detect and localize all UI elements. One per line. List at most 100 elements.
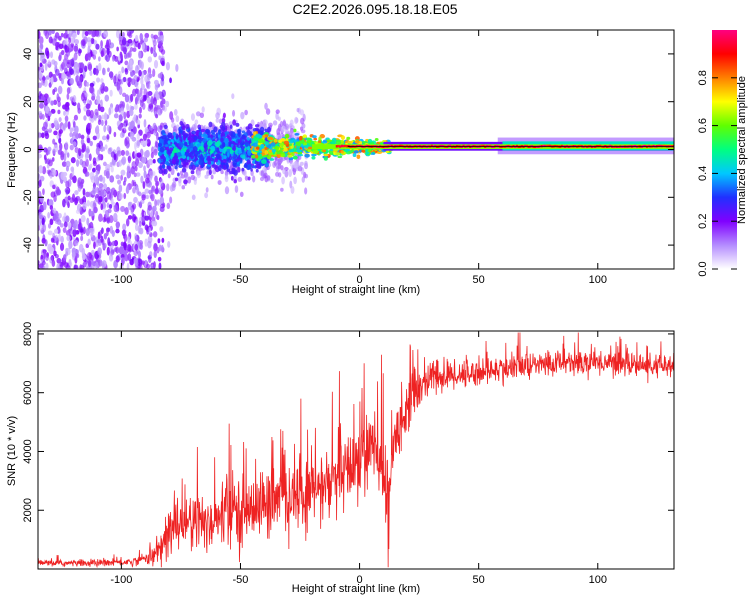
noise-blob	[127, 236, 131, 244]
noise-blob	[148, 125, 153, 131]
halo-blob	[285, 128, 289, 135]
narrow-blob	[260, 144, 265, 148]
narrow-blob	[275, 143, 280, 146]
noise-blob	[166, 202, 171, 210]
noise-blob	[152, 97, 158, 106]
noise-blob	[123, 242, 127, 251]
noise-blob	[50, 255, 54, 261]
noise-blob	[63, 110, 66, 116]
noise-blob	[104, 144, 108, 150]
narrow-blob	[335, 152, 340, 156]
noise-blob	[39, 62, 43, 68]
broadband-blob	[245, 126, 250, 130]
noise-blob	[127, 253, 132, 262]
broadband-blob	[200, 128, 206, 133]
snr-xtick-label: -100	[110, 574, 132, 586]
noise-blob	[39, 55, 45, 62]
noise-blob	[38, 190, 42, 199]
broadband-blob	[220, 131, 226, 138]
noise-blob	[66, 87, 71, 95]
halo-blob	[296, 107, 300, 113]
noise-blob	[153, 244, 158, 249]
noise-blob	[48, 36, 53, 44]
noise-blob	[129, 258, 134, 266]
halo-blob	[167, 173, 171, 179]
noise-blob	[42, 188, 45, 196]
noise-blob	[44, 130, 49, 137]
noise-blob	[151, 220, 156, 227]
noise-blob	[93, 174, 99, 184]
noise-blob	[151, 185, 156, 192]
noise-blob	[149, 194, 154, 200]
noise-blob	[97, 103, 101, 112]
broadband-blob	[207, 160, 212, 165]
noise-blob	[139, 263, 143, 269]
broadband-blob	[201, 162, 205, 168]
narrow-blob	[279, 142, 284, 147]
halo-blob	[277, 116, 281, 122]
noise-blob	[96, 99, 101, 105]
noise-blob	[92, 186, 97, 194]
narrow-blob	[283, 140, 290, 145]
noise-blob	[74, 219, 78, 227]
noise-blob	[89, 252, 92, 259]
noise-blob	[72, 121, 76, 128]
halo-blob	[195, 111, 201, 117]
broadband-blob	[190, 142, 194, 149]
noise-blob	[133, 250, 139, 257]
broadband-blob	[239, 141, 243, 149]
broadband-blob	[230, 175, 234, 181]
noise-blob	[117, 179, 122, 185]
narrow-blob	[297, 153, 304, 157]
broadband-blob	[175, 133, 179, 140]
narrow-blob	[311, 155, 316, 160]
halo-blob	[243, 170, 247, 177]
broadband-blob	[167, 132, 173, 139]
noise-blob	[126, 62, 130, 70]
noise-blob	[66, 93, 70, 100]
noise-blob	[52, 148, 56, 155]
noise-blob	[72, 32, 78, 39]
broadband-blob	[205, 129, 211, 134]
narrow-blob	[255, 157, 260, 161]
noise-blob	[75, 209, 81, 214]
noise-blob	[78, 243, 84, 253]
halo-blob	[304, 160, 308, 166]
noise-blob	[97, 247, 103, 256]
noise-blob	[103, 30, 109, 38]
broadband-blob	[216, 153, 221, 160]
noise-blob	[130, 120, 135, 130]
broadband-blob	[231, 168, 235, 175]
broadband-blob	[225, 131, 230, 135]
noise-blob	[134, 243, 139, 251]
narrow-blob	[251, 154, 256, 159]
halo-blob	[272, 161, 277, 169]
noise-blob	[87, 62, 92, 70]
noise-blob	[51, 259, 56, 267]
noise-blob	[80, 228, 84, 236]
narrow-blob	[352, 152, 357, 158]
noise-blob	[62, 104, 67, 110]
noise-blob	[137, 191, 142, 197]
noise-blob	[167, 241, 171, 248]
noise-blob	[136, 119, 141, 126]
narrow-blob	[255, 133, 261, 138]
narrow-blob	[258, 138, 264, 143]
noise-blob	[96, 125, 99, 131]
noise-blob	[125, 150, 130, 156]
narrow-blob	[354, 140, 360, 144]
noise-blob	[121, 46, 127, 53]
noise-blob	[134, 223, 139, 232]
halo-blob	[173, 108, 178, 116]
broadband-blob	[226, 168, 231, 172]
broadband-blob	[189, 139, 195, 143]
colorbar-gradient	[712, 30, 737, 269]
halo-blob	[232, 109, 236, 117]
broadband-blob	[226, 156, 230, 161]
noise-blob	[102, 161, 107, 167]
noise-blob	[47, 115, 51, 122]
noise-blob	[88, 227, 94, 233]
noise-blob	[129, 108, 134, 117]
noise-blob	[153, 50, 157, 58]
noise-blob	[155, 93, 160, 101]
